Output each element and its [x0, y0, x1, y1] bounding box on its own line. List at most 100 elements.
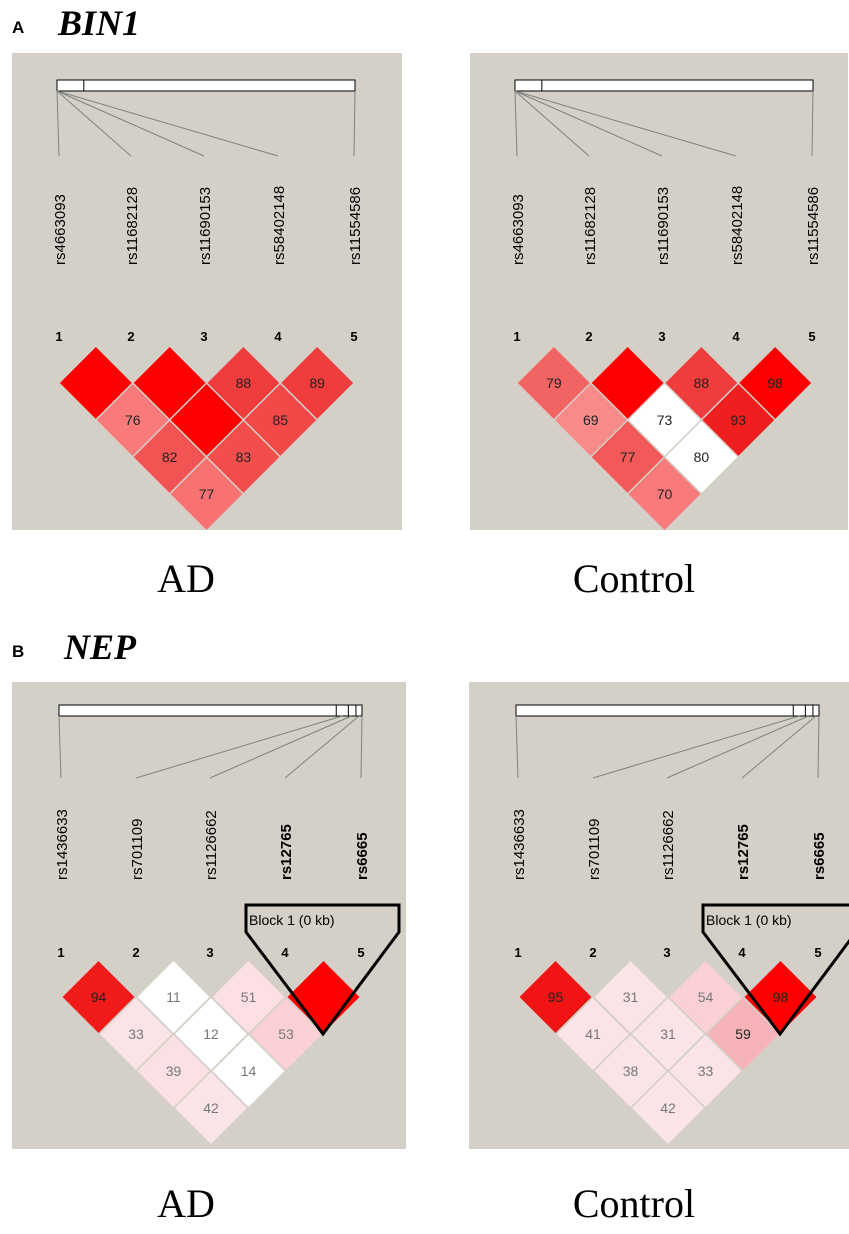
- ld-value-label: 98: [773, 989, 789, 1005]
- ld-value-label: 82: [162, 449, 178, 465]
- snp-leader-line: [284, 715, 360, 779]
- snp-leader-line: [666, 715, 809, 779]
- snp-index-label: 3: [658, 329, 665, 344]
- ld-cell: [629, 1069, 707, 1147]
- snp-label: rs1436633: [511, 809, 528, 880]
- ld-value-label: 33: [698, 1063, 714, 1079]
- ld-value-label: 89: [309, 375, 325, 391]
- snp-index-label: 2: [127, 329, 134, 344]
- snp-index-label: 2: [589, 945, 596, 960]
- ld-value-label: 98: [767, 375, 783, 391]
- snp-leader-line: [817, 715, 820, 779]
- bin1-control-caption: Control: [572, 556, 696, 601]
- bin1-ad-ld-plot: rs4663093 rs11682128 rs11690153 rs58402148 r…: [12, 53, 402, 530]
- snp-label: rs4663093: [52, 194, 69, 265]
- ld-value-label: 31: [660, 1026, 676, 1042]
- ld-value-label: 95: [548, 989, 564, 1005]
- ld-value-label: 73: [657, 412, 673, 428]
- nep-control-caption: Control: [572, 1181, 696, 1226]
- snp-leader-line: [514, 90, 663, 157]
- ld-value-label: 83: [236, 449, 252, 465]
- snp-index-label: 5: [808, 329, 815, 344]
- snp-label: rs12765: [278, 824, 295, 880]
- snp-leader-line: [811, 90, 814, 157]
- ld-value-label: 39: [166, 1063, 182, 1079]
- snp-label: rs701109: [586, 819, 603, 880]
- snp-leader-line: [56, 90, 279, 157]
- snp-label: rs58402148: [729, 186, 746, 265]
- snp-leader-line: [741, 715, 817, 779]
- snp-leader-line: [209, 715, 352, 779]
- snp-index-label: 3: [200, 329, 207, 344]
- snp-index-label: 2: [132, 945, 139, 960]
- snp-label: rs12765: [735, 824, 752, 880]
- ld-value-label: 54: [698, 989, 714, 1005]
- snp-index-label: 5: [357, 945, 364, 960]
- snp-index-label: 4: [732, 329, 740, 344]
- ld-cell: [626, 455, 703, 530]
- nep-ad-caption: AD: [157, 1181, 215, 1226]
- ld-value-label: 79: [546, 375, 562, 391]
- snp-index-label: 3: [206, 945, 213, 960]
- snp-leader-line: [135, 715, 343, 779]
- snp-leader-line: [360, 715, 363, 779]
- ld-value-label: 85: [272, 412, 288, 428]
- nep-ad-ld-plot: rs1436633 rs701109 rs1126662 rs12765 rs6665 1…: [12, 682, 406, 1149]
- haplotype-block-label: Block 1 (0 kb): [706, 912, 792, 928]
- snp-index-label: 3: [663, 945, 670, 960]
- bin1-ad-caption: AD: [157, 556, 215, 601]
- snp-index-label: 5: [814, 945, 821, 960]
- section-b-gene-title: NEP: [64, 627, 136, 667]
- snp-leader-line: [592, 715, 800, 779]
- snp-index-label: 4: [274, 329, 282, 344]
- snp-index-label: 1: [55, 329, 62, 344]
- ld-value-label: 31: [623, 989, 639, 1005]
- ld-value-label: 51: [241, 989, 257, 1005]
- snp-label: rs1126662: [203, 810, 220, 880]
- haplotype-block-outline: [244, 903, 401, 1037]
- ld-value-label: 80: [694, 449, 710, 465]
- snp-label: rs11690153: [655, 187, 672, 265]
- snp-label: rs6665: [354, 832, 371, 880]
- snp-label: rs1126662: [660, 810, 677, 880]
- ld-value-label: 93: [730, 412, 746, 428]
- snp-leader-line: [56, 90, 205, 157]
- chromosome-bar: [514, 79, 814, 92]
- snp-label: rs11554586: [805, 187, 822, 265]
- snp-leader-line: [514, 90, 518, 157]
- chromosome-bar: [515, 704, 820, 717]
- ld-value-label: 11: [166, 989, 181, 1005]
- ld-value-label: 41: [585, 1026, 601, 1042]
- chromosome-bar: [58, 704, 363, 717]
- snp-label: rs11682128: [582, 187, 599, 265]
- snp-label: rs4663093: [510, 194, 527, 265]
- snp-leader-line: [514, 90, 590, 157]
- ld-value-label: 77: [620, 449, 636, 465]
- ld-value-label: 76: [125, 412, 141, 428]
- ld-value-label: 77: [199, 486, 215, 502]
- ld-value-label: 33: [128, 1026, 144, 1042]
- snp-label: rs701109: [129, 819, 146, 880]
- snp-leader-line: [56, 90, 60, 157]
- snp-label: rs11554586: [347, 187, 364, 265]
- ld-value-label: 12: [203, 1026, 219, 1042]
- ld-cell: [168, 455, 245, 530]
- ld-value-label: 88: [236, 375, 252, 391]
- section-b-letter: B: [12, 642, 25, 661]
- snp-index-label: 1: [514, 945, 521, 960]
- snp-index-label: 4: [281, 945, 289, 960]
- ld-value-label: 88: [694, 375, 710, 391]
- ld-value-label: 94: [91, 989, 107, 1005]
- snp-label: rs11682128: [124, 187, 141, 265]
- snp-label: rs11690153: [197, 187, 214, 265]
- section-a-gene-title: BIN1: [58, 3, 141, 43]
- ld-value-label: 59: [735, 1026, 751, 1042]
- ld-value-label: 38: [623, 1063, 639, 1079]
- snp-leader-line: [58, 715, 62, 779]
- bin1-control-ld-plot: rs4663093 rs11682128 rs11690153 rs58402148 r…: [470, 53, 848, 530]
- ld-cell: [172, 1069, 250, 1147]
- snp-label: rs1436633: [54, 809, 71, 880]
- haplotype-block-label: Block 1 (0 kb): [249, 912, 335, 928]
- haplotype-block-outline: [701, 903, 849, 1037]
- snp-label: rs6665: [811, 832, 828, 880]
